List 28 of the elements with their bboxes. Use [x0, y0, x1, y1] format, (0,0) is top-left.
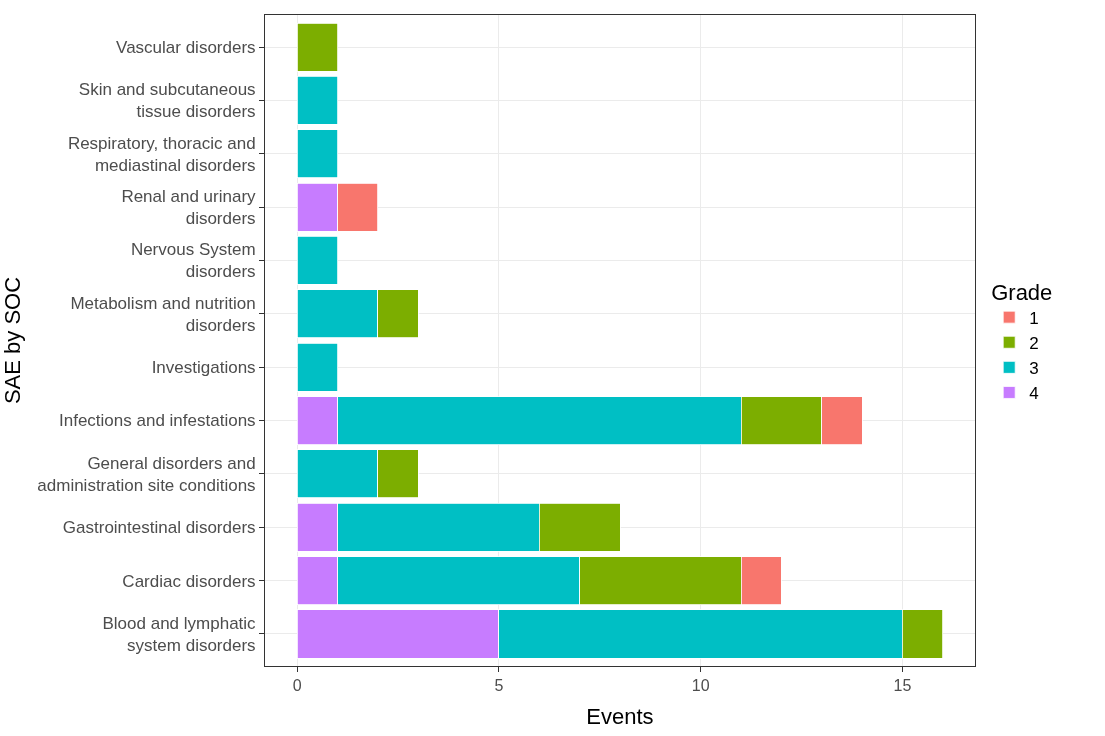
y-tick-label: General disorders and administration site conditions	[37, 453, 256, 495]
y-tick-label: Investigations	[151, 358, 256, 378]
y-tick-label: Metabolism and nutrition disorders	[70, 293, 256, 335]
x-tick-label: 10	[691, 677, 710, 695]
y-tick-label: Renal and urinary disorders	[121, 187, 257, 229]
legend-label: 1	[1029, 308, 1039, 328]
x-tick-label: 0	[292, 677, 302, 695]
y-tick-label: Nervous System disorders	[130, 240, 256, 282]
bar	[296, 342, 339, 392]
y-tick-label: Infections and infestations	[59, 411, 256, 431]
y-tick-label: Respiratory, thoracic and mediastinal disorders	[67, 133, 256, 175]
legend-label: 4	[1029, 384, 1039, 404]
bar	[296, 236, 339, 285]
bar	[296, 22, 339, 72]
y-tick-label: Gastrointestinal disorders	[62, 518, 256, 538]
legend-label: 2	[1029, 333, 1039, 353]
bar	[296, 129, 339, 179]
y-tick-label: Cardiac disorders	[122, 571, 256, 591]
y-tick-label: Vascular disorders	[116, 37, 256, 57]
x-tick-label: 5	[494, 677, 504, 695]
y-axis-title: SAE by SOC	[0, 276, 25, 405]
legend-label: 3	[1029, 358, 1039, 378]
x-tick-label: 15	[893, 677, 912, 695]
y-tick-label: Skin and subcutaneous tissue disorders	[78, 80, 256, 122]
bar	[296, 75, 339, 125]
legend-title: Grade	[991, 279, 1053, 305]
y-tick-label: Blood and lymphatic system disorders	[102, 613, 257, 655]
x-axis-title: Events	[586, 704, 654, 730]
